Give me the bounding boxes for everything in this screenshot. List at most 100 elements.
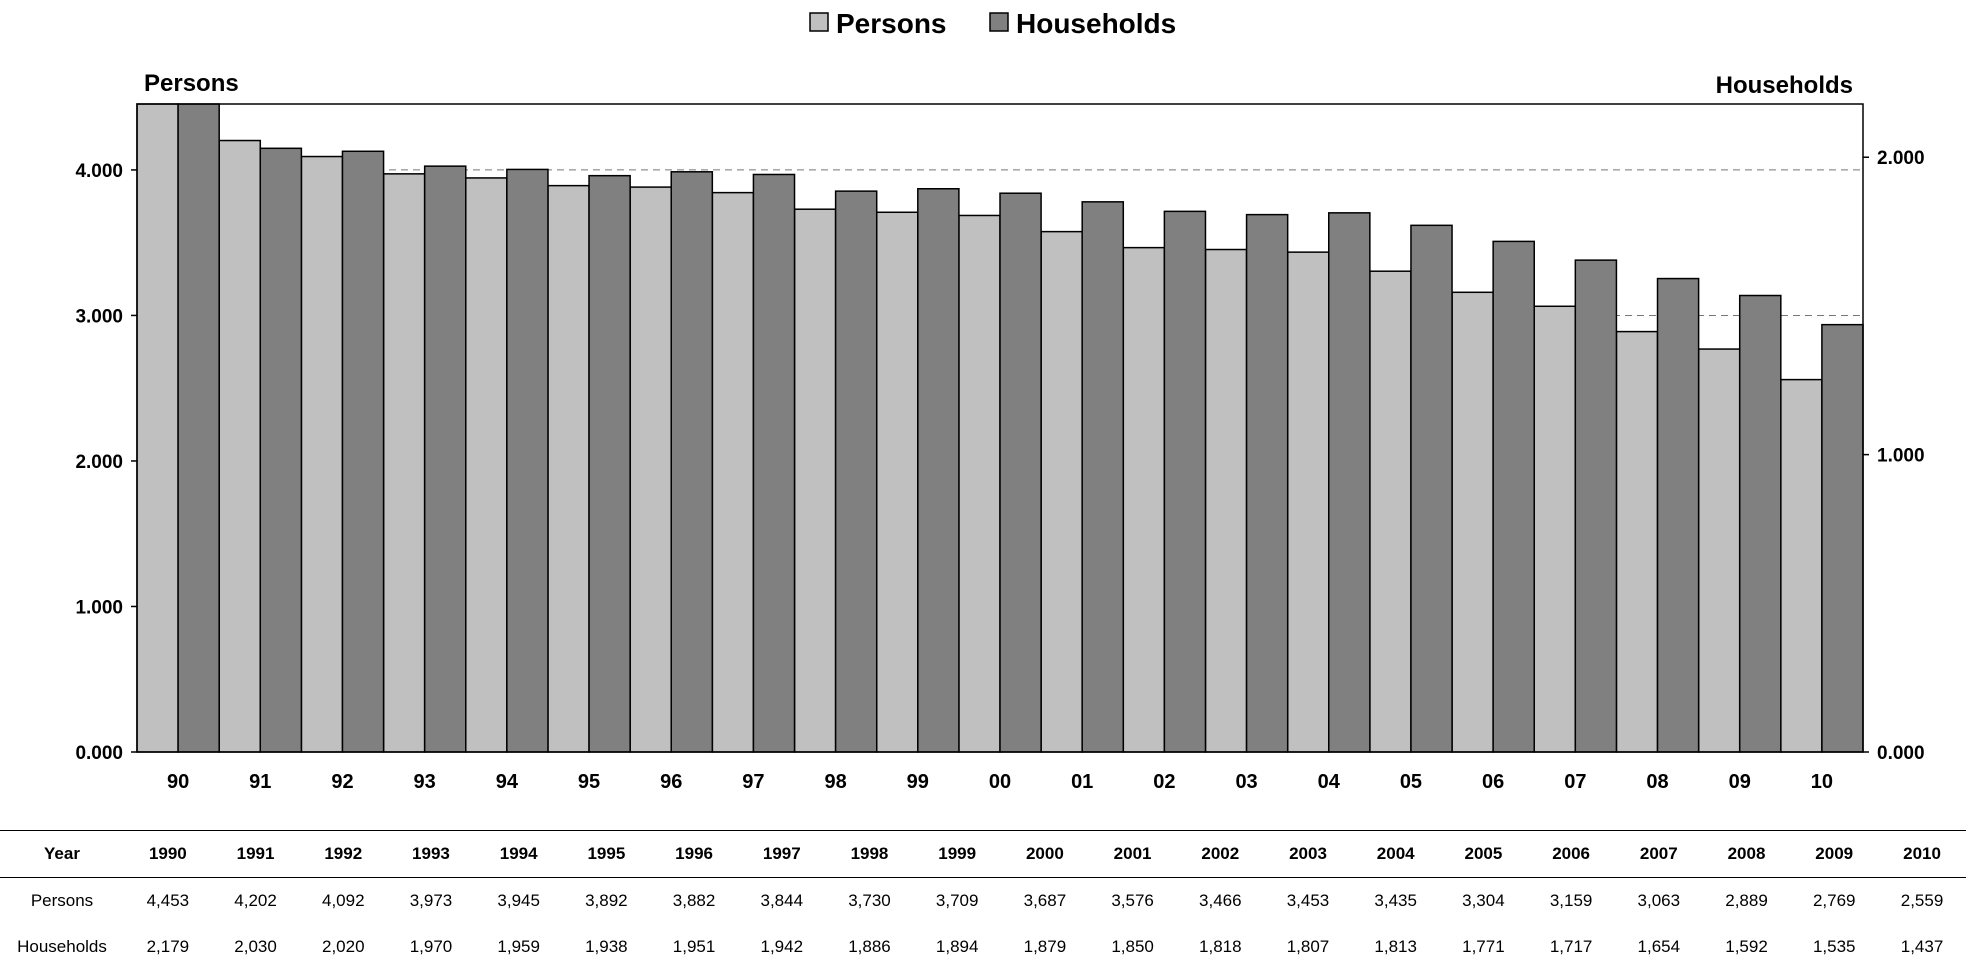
table-row-label: Households: [17, 937, 107, 956]
x-tick-label: 97: [742, 771, 764, 793]
bar-households: [1328, 212, 1371, 753]
table-cell: 1,959: [497, 937, 540, 956]
legend-swatch-households: [989, 12, 1009, 32]
table-header-year: 1992: [299, 830, 388, 878]
bar-households: [1656, 277, 1700, 753]
table-header-year: 1994: [474, 830, 563, 878]
bar-households: [259, 147, 303, 753]
table-cell: 3,063: [1637, 891, 1681, 910]
table-cell: 1,938: [585, 937, 628, 956]
table-header-year: 1999: [913, 830, 1002, 878]
table-cell: 1,535: [1812, 937, 1856, 956]
table-cell: 3,466: [1199, 891, 1242, 910]
table-cell: 2,179: [146, 937, 190, 956]
bar-persons: [300, 155, 344, 753]
x-tick-label: 93: [414, 771, 436, 793]
table-cell: 1,813: [1374, 937, 1417, 956]
bar-persons: [1451, 291, 1494, 753]
table-cell: 3,159: [1549, 891, 1593, 910]
table-cell: 1,942: [760, 937, 804, 956]
table-cell: 3,973: [409, 891, 453, 910]
table-cell: 4,202: [234, 891, 277, 910]
table-header-year: 2007: [1614, 830, 1703, 878]
x-tick-label: 92: [331, 771, 353, 793]
x-tick-label: 08: [1646, 771, 1668, 793]
bar-households: [1821, 323, 1864, 753]
legend-swatch-persons: [809, 12, 829, 32]
bar-persons: [1369, 270, 1412, 753]
table-cell: 1,894: [935, 937, 979, 956]
table-cell: 1,818: [1199, 937, 1242, 956]
right-tick-label: 1.000: [1877, 446, 1925, 467]
table-cell: 1,592: [1725, 937, 1768, 956]
table-header-year: 1991: [211, 830, 300, 878]
data-table: Year 1990 1991 1992 1993 1994 1995 1996 1997 199…: [0, 830, 1966, 970]
left-tick-label: 1.000: [75, 597, 123, 618]
x-tick-label: 90: [167, 771, 189, 793]
bar-persons: [875, 211, 919, 753]
table-row-label: Persons: [30, 891, 94, 910]
table-cell: 1,879: [1023, 937, 1067, 956]
bar-households: [917, 188, 960, 753]
bar-households: [177, 103, 220, 753]
plot-frame: [136, 103, 1864, 753]
bar-households: [506, 168, 549, 753]
table-header-year: 2001: [1088, 830, 1177, 878]
table-header-year: 1997: [737, 830, 826, 878]
bar-persons: [1040, 230, 1083, 753]
bar-households: [1574, 259, 1618, 753]
bar-households: [1081, 201, 1125, 753]
table-cell: 1,970: [409, 937, 453, 956]
table-cell: 4,092: [321, 891, 365, 910]
bar-persons: [382, 173, 426, 753]
bar-households: [834, 190, 878, 753]
table-cell: 3,687: [1023, 891, 1067, 910]
x-tick-label: 02: [1153, 771, 1175, 793]
x-tick-label: 03: [1235, 771, 1257, 793]
table-cell: 3,730: [848, 891, 891, 910]
bar-households: [423, 165, 467, 753]
legend-label-households: Households: [1016, 8, 1176, 39]
table-header-year: 1998: [825, 830, 914, 878]
bar-chart: Persons Households Persons Households 0.…: [75, 8, 1925, 793]
table-cell: 1,654: [1637, 937, 1681, 956]
left-tick-label: 4.000: [75, 161, 123, 182]
right-axis: 0.000 1.000 2.000: [1863, 148, 1925, 764]
table-cell: 2,559: [1900, 891, 1944, 910]
bar-persons: [711, 191, 755, 753]
table-cell: 1,886: [848, 937, 891, 956]
bar-households: [1410, 224, 1453, 753]
bar-persons: [1697, 348, 1741, 753]
bar-persons: [1615, 330, 1659, 753]
left-axis-title: Persons: [144, 70, 239, 97]
bar-persons: [218, 139, 262, 753]
bar-persons: [1204, 248, 1248, 753]
bar-households: [588, 174, 631, 753]
bar-persons: [793, 208, 837, 753]
x-tick-label: 10: [1811, 771, 1833, 793]
table-header-year: 1995: [562, 830, 651, 878]
right-tick-label: 0.000: [1877, 743, 1925, 764]
table-cell: 1,807: [1286, 937, 1330, 956]
x-tick-label: 04: [1318, 771, 1341, 793]
table-cell: 1,437: [1900, 937, 1944, 956]
table-cell: 3,576: [1111, 891, 1154, 910]
table-cell: 3,882: [672, 891, 716, 910]
bar-households: [341, 150, 385, 753]
bar-households: [1245, 213, 1289, 753]
bar-households: [999, 192, 1042, 753]
left-tick-label: 3.000: [75, 306, 123, 327]
x-tick-label: 99: [907, 771, 929, 793]
legend: Persons Households: [809, 8, 1176, 39]
x-tick-label: 07: [1564, 771, 1586, 793]
x-tick-label: 94: [496, 771, 519, 793]
table-cell: 3,892: [585, 891, 628, 910]
bar-households: [1163, 210, 1207, 753]
bar-persons: [1286, 251, 1330, 753]
table-row-households: Households 2,179 2,030 2,020 1,970 1,959 1,93…: [0, 924, 1966, 970]
bar-persons: [958, 214, 1001, 753]
bar-households: [670, 171, 714, 753]
series-persons: [136, 103, 1823, 753]
x-tick-label: 05: [1400, 771, 1422, 793]
table-header-year: 2000: [1001, 830, 1089, 878]
